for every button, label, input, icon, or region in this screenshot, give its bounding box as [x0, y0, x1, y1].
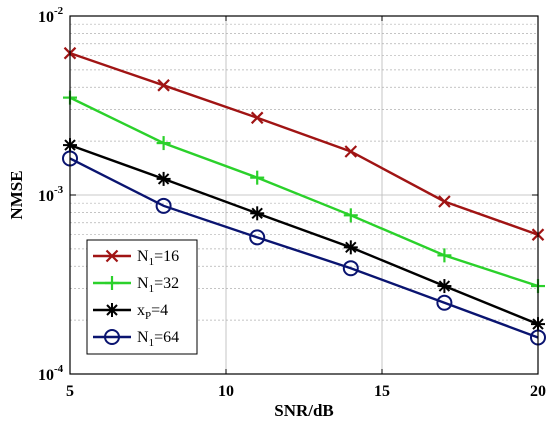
data-point	[155, 197, 172, 214]
star-mark-stroke	[438, 280, 451, 292]
data-point	[156, 136, 171, 151]
data-point	[342, 260, 359, 277]
series-line	[69, 96, 539, 288]
x-tick-label: 5	[66, 383, 74, 400]
y-tick-label: 10-4	[38, 363, 64, 384]
data-point	[437, 248, 452, 263]
x-mark-stroke	[344, 145, 358, 158]
y-tick-exponent: -3	[54, 184, 64, 196]
data-point	[437, 279, 452, 294]
legend-item: N1=32	[93, 275, 179, 295]
legend-label-rest: =32	[154, 275, 179, 292]
legend-marker	[105, 276, 119, 290]
series-line	[69, 143, 539, 326]
legend-label-subscript: 1	[149, 283, 155, 295]
legend-label-base: x	[137, 302, 145, 319]
y-tick-base: 10	[38, 9, 54, 26]
legend-item: N1=64	[93, 329, 179, 349]
data-point	[436, 294, 453, 311]
y-tick-base: 10	[38, 367, 54, 384]
x-mark-stroke	[250, 111, 264, 125]
legend-label-subscript: 1	[149, 337, 155, 349]
y-axis-label: NMSE	[7, 170, 26, 219]
legend-label: N1=32	[137, 275, 179, 295]
data-point	[438, 195, 451, 208]
star-mark-stroke	[345, 241, 357, 254]
x-mark-stroke	[157, 79, 170, 92]
legend-label: xP=4	[137, 302, 168, 322]
legend-item: xP=4	[93, 302, 168, 322]
legend-label: N1=64	[137, 329, 179, 349]
data-point	[156, 171, 171, 186]
x-tick-label: 20	[530, 383, 546, 400]
y-tick-exponent: -4	[54, 363, 64, 375]
legend-label-base: N	[137, 248, 149, 265]
data-point	[250, 170, 265, 185]
data-point	[250, 111, 264, 125]
data-point	[344, 145, 358, 158]
x-mark-stroke	[438, 195, 451, 208]
legend-marker	[105, 303, 119, 317]
legend-marker	[104, 329, 120, 345]
data-point	[343, 208, 358, 223]
legend-label-subscript: 1	[149, 256, 155, 268]
legend-label-rest: =4	[151, 302, 168, 319]
data-point	[157, 79, 170, 92]
legend-label: N1=16	[137, 248, 179, 268]
series-n1-16	[63, 46, 545, 241]
legend-marker	[105, 249, 119, 263]
y-tick-label: 10-2	[38, 5, 64, 26]
y-tick-label: 10-3	[38, 184, 64, 205]
legend-label-base: N	[137, 329, 149, 346]
legend-label-subscript: P	[145, 310, 151, 322]
series-line	[69, 157, 539, 339]
data-point	[250, 206, 265, 221]
data-point	[249, 229, 266, 246]
x-tick-label: 10	[218, 383, 234, 400]
series-line	[69, 52, 539, 236]
legend-label-base: N	[137, 275, 149, 292]
star-mark-stroke	[251, 207, 263, 220]
x-tick-label: 15	[374, 383, 390, 400]
series-n1-64	[62, 150, 546, 346]
legend-label-rest: =16	[154, 248, 179, 265]
x-mark-stroke	[105, 249, 119, 263]
legend-item: N1=16	[93, 248, 179, 268]
y-tick-base: 10	[38, 188, 54, 205]
series-layer	[62, 46, 546, 346]
legend-label-rest: =64	[154, 329, 179, 346]
star-mark-stroke	[106, 304, 118, 316]
data-point	[343, 240, 358, 255]
star-mark-stroke	[157, 173, 170, 185]
y-tick-exponent: -2	[54, 5, 64, 17]
x-axis-label: SNR/dB	[274, 401, 334, 420]
